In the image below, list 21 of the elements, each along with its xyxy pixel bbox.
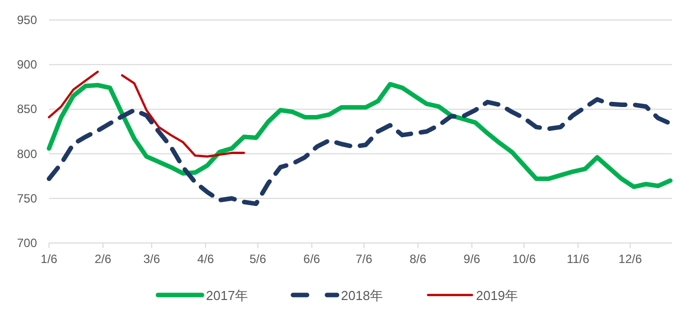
x-tick-label: 6/6 (303, 252, 320, 266)
x-tick-label: 1/6 (40, 252, 58, 266)
x-tick-label: 4/6 (197, 252, 214, 266)
x-tick-label: 2/6 (94, 252, 112, 266)
x-tick-label: 5/6 (249, 252, 266, 266)
x-tick-label: 12/6 (618, 252, 642, 266)
y-tick-label: 900 (16, 58, 38, 72)
legend-label: 2017年 (206, 288, 248, 303)
y-tick-label: 850 (16, 102, 38, 116)
x-tick-label: 3/6 (143, 252, 160, 266)
x-tick-label: 7/6 (356, 252, 373, 266)
legend-label: 2019年 (476, 288, 518, 303)
y-tick-label: 800 (16, 146, 38, 161)
y-tick-label: 750 (16, 191, 38, 206)
y-tick-label: 950 (16, 13, 38, 27)
x-tick-label: 9/6 (464, 252, 481, 266)
y-tick-label: 700 (16, 236, 38, 250)
legend-label: 2018年 (341, 288, 383, 303)
x-tick-label: 8/6 (410, 252, 427, 266)
x-tick-label: 11/6 (566, 252, 590, 266)
x-tick-label: 10/6 (512, 252, 536, 266)
